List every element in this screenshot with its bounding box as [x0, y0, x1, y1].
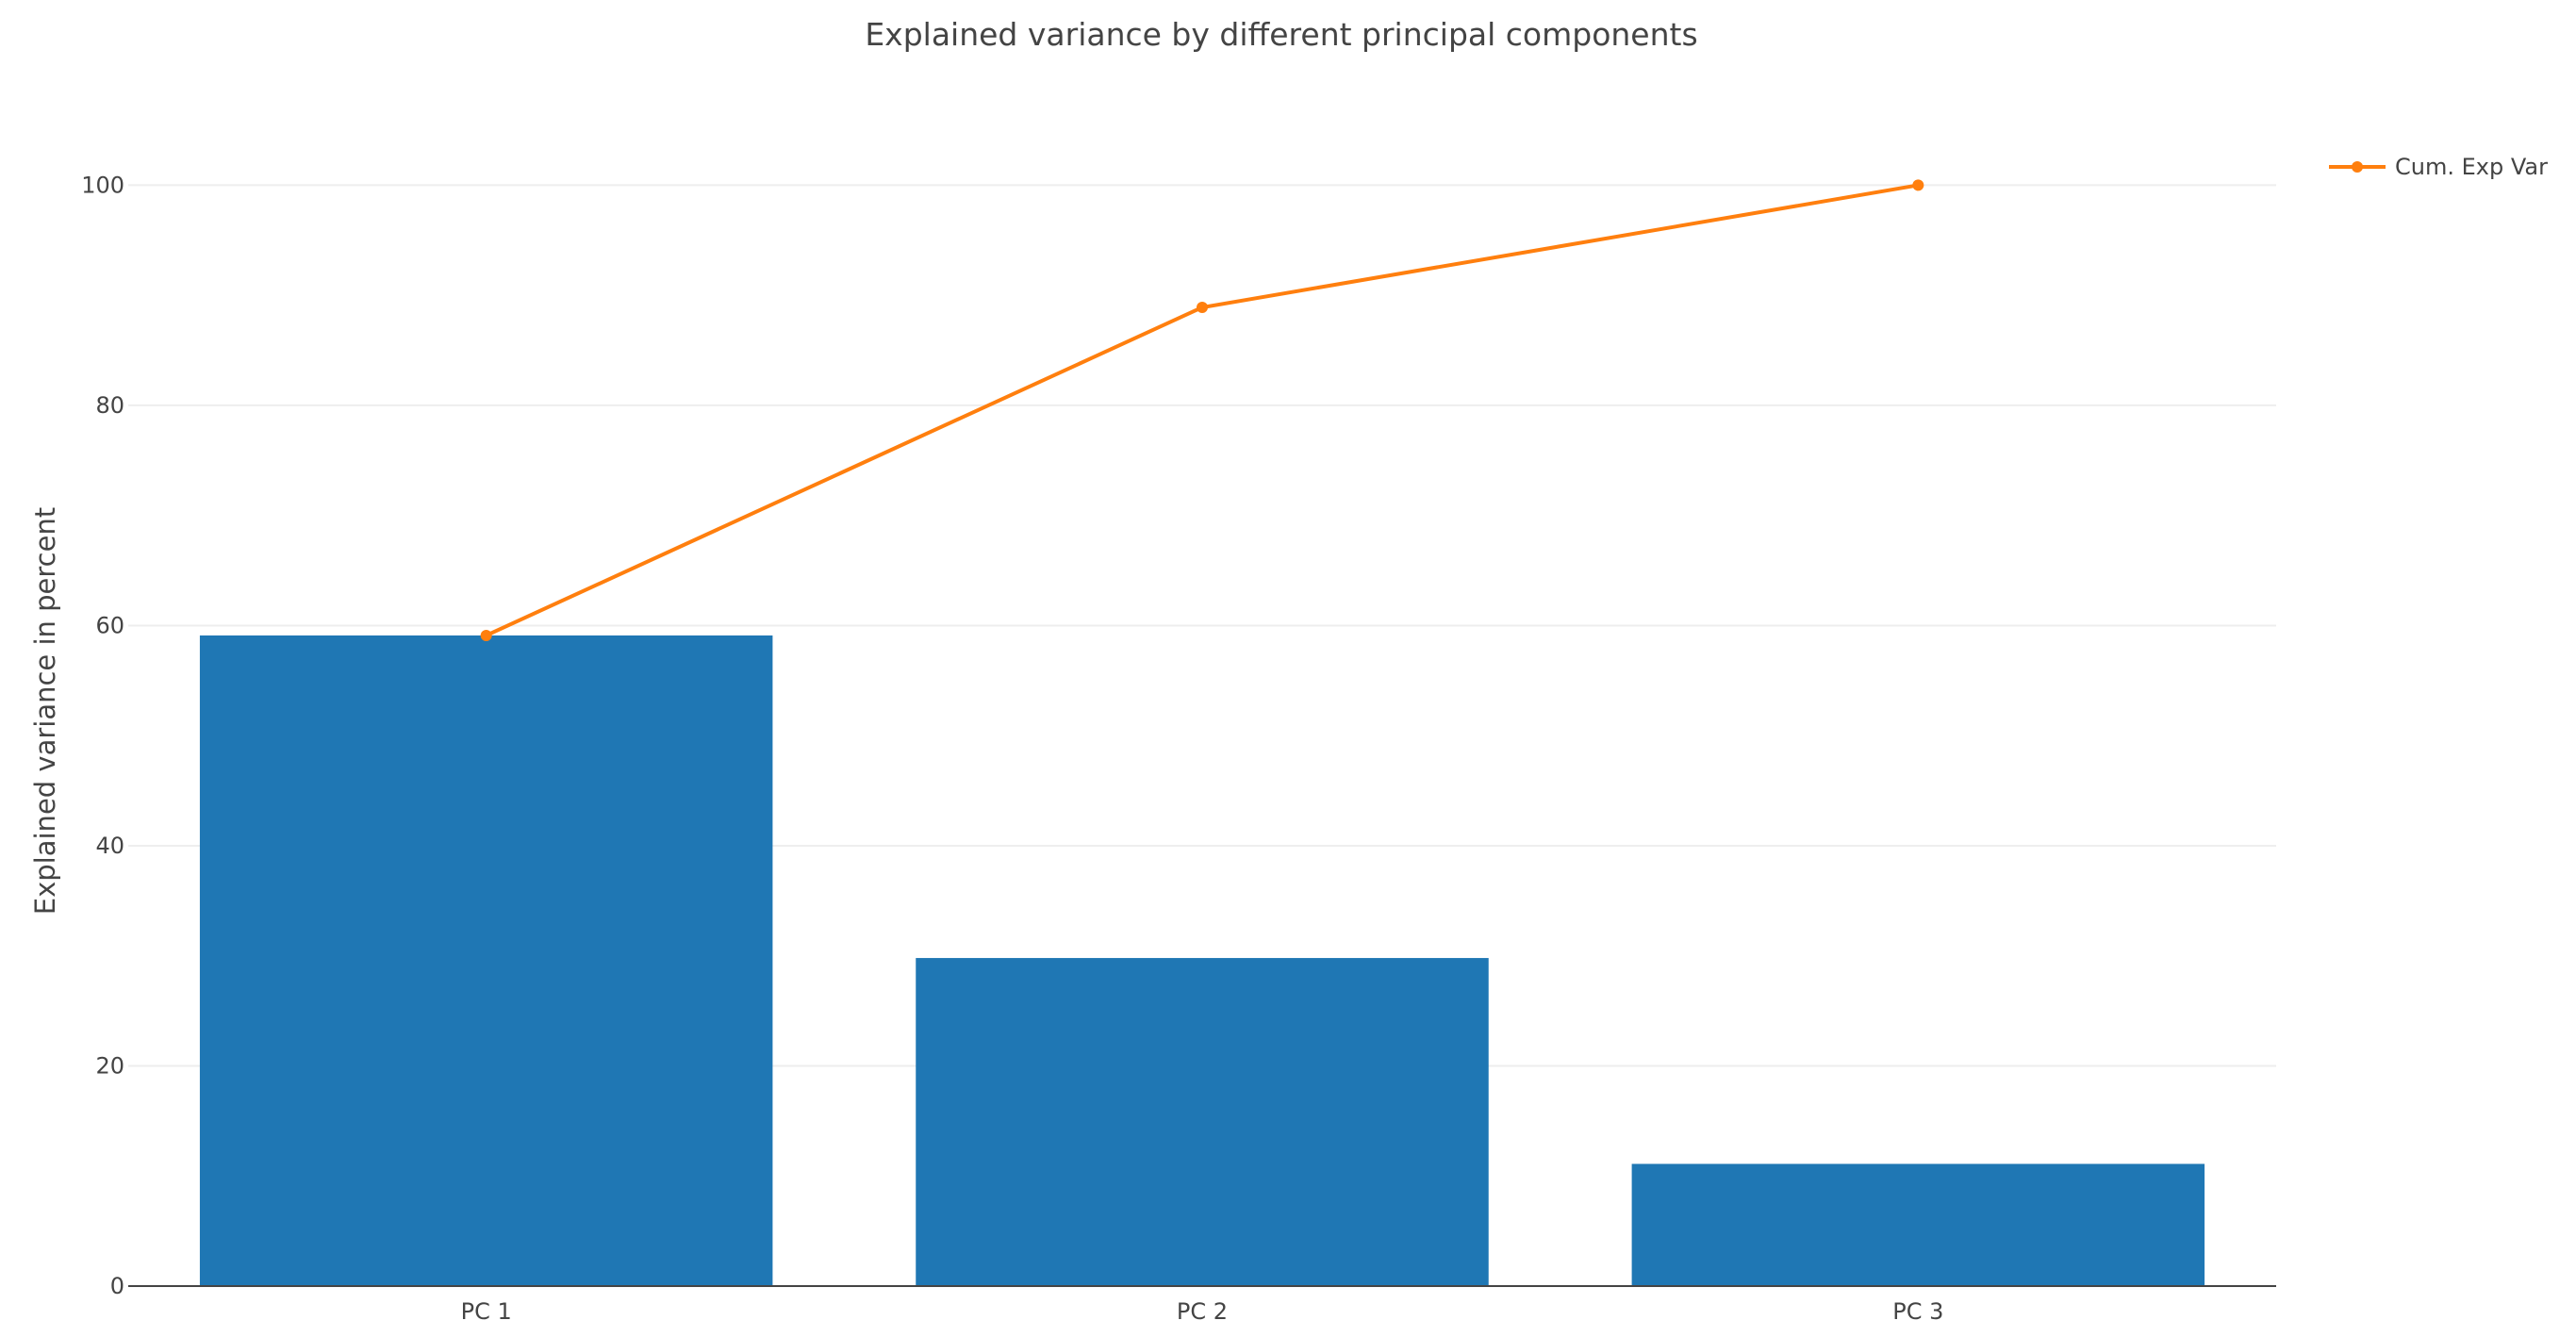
- series-point[interactable]: [480, 629, 492, 641]
- y-axis-title: Explained variance in percent: [29, 507, 61, 915]
- series-point[interactable]: [1197, 302, 1208, 314]
- bar[interactable]: [916, 958, 1489, 1286]
- legend[interactable]: Cum. Exp Var: [2329, 154, 2548, 180]
- y-tick-label: 100: [81, 172, 124, 198]
- bar[interactable]: [1631, 1164, 2205, 1286]
- x-tick-label: PC 3: [1892, 1298, 1943, 1325]
- x-axis-ticks: PC 1 PC 2 PC 3: [461, 1298, 1944, 1325]
- x-tick-label: PC 1: [461, 1298, 512, 1325]
- y-tick-label: 20: [95, 1052, 124, 1079]
- x-tick-label: PC 2: [1177, 1298, 1228, 1325]
- cumulative-line: [480, 179, 1924, 641]
- y-tick-label: 0: [110, 1273, 124, 1299]
- series-point[interactable]: [1912, 179, 1924, 191]
- series-line: [485, 183, 1919, 637]
- y-axis-ticks: 0 20 40 60 80 100: [81, 172, 124, 1299]
- y-tick-label: 60: [95, 612, 124, 638]
- chart-title: Explained variance by different principa…: [865, 16, 1697, 53]
- y-tick-label: 40: [95, 833, 124, 859]
- legend-label: Cum. Exp Var: [2395, 154, 2548, 180]
- bars: [199, 635, 2205, 1286]
- y-tick-label: 80: [95, 392, 124, 419]
- legend-marker-swatch: [2352, 161, 2363, 173]
- bar[interactable]: [199, 635, 773, 1286]
